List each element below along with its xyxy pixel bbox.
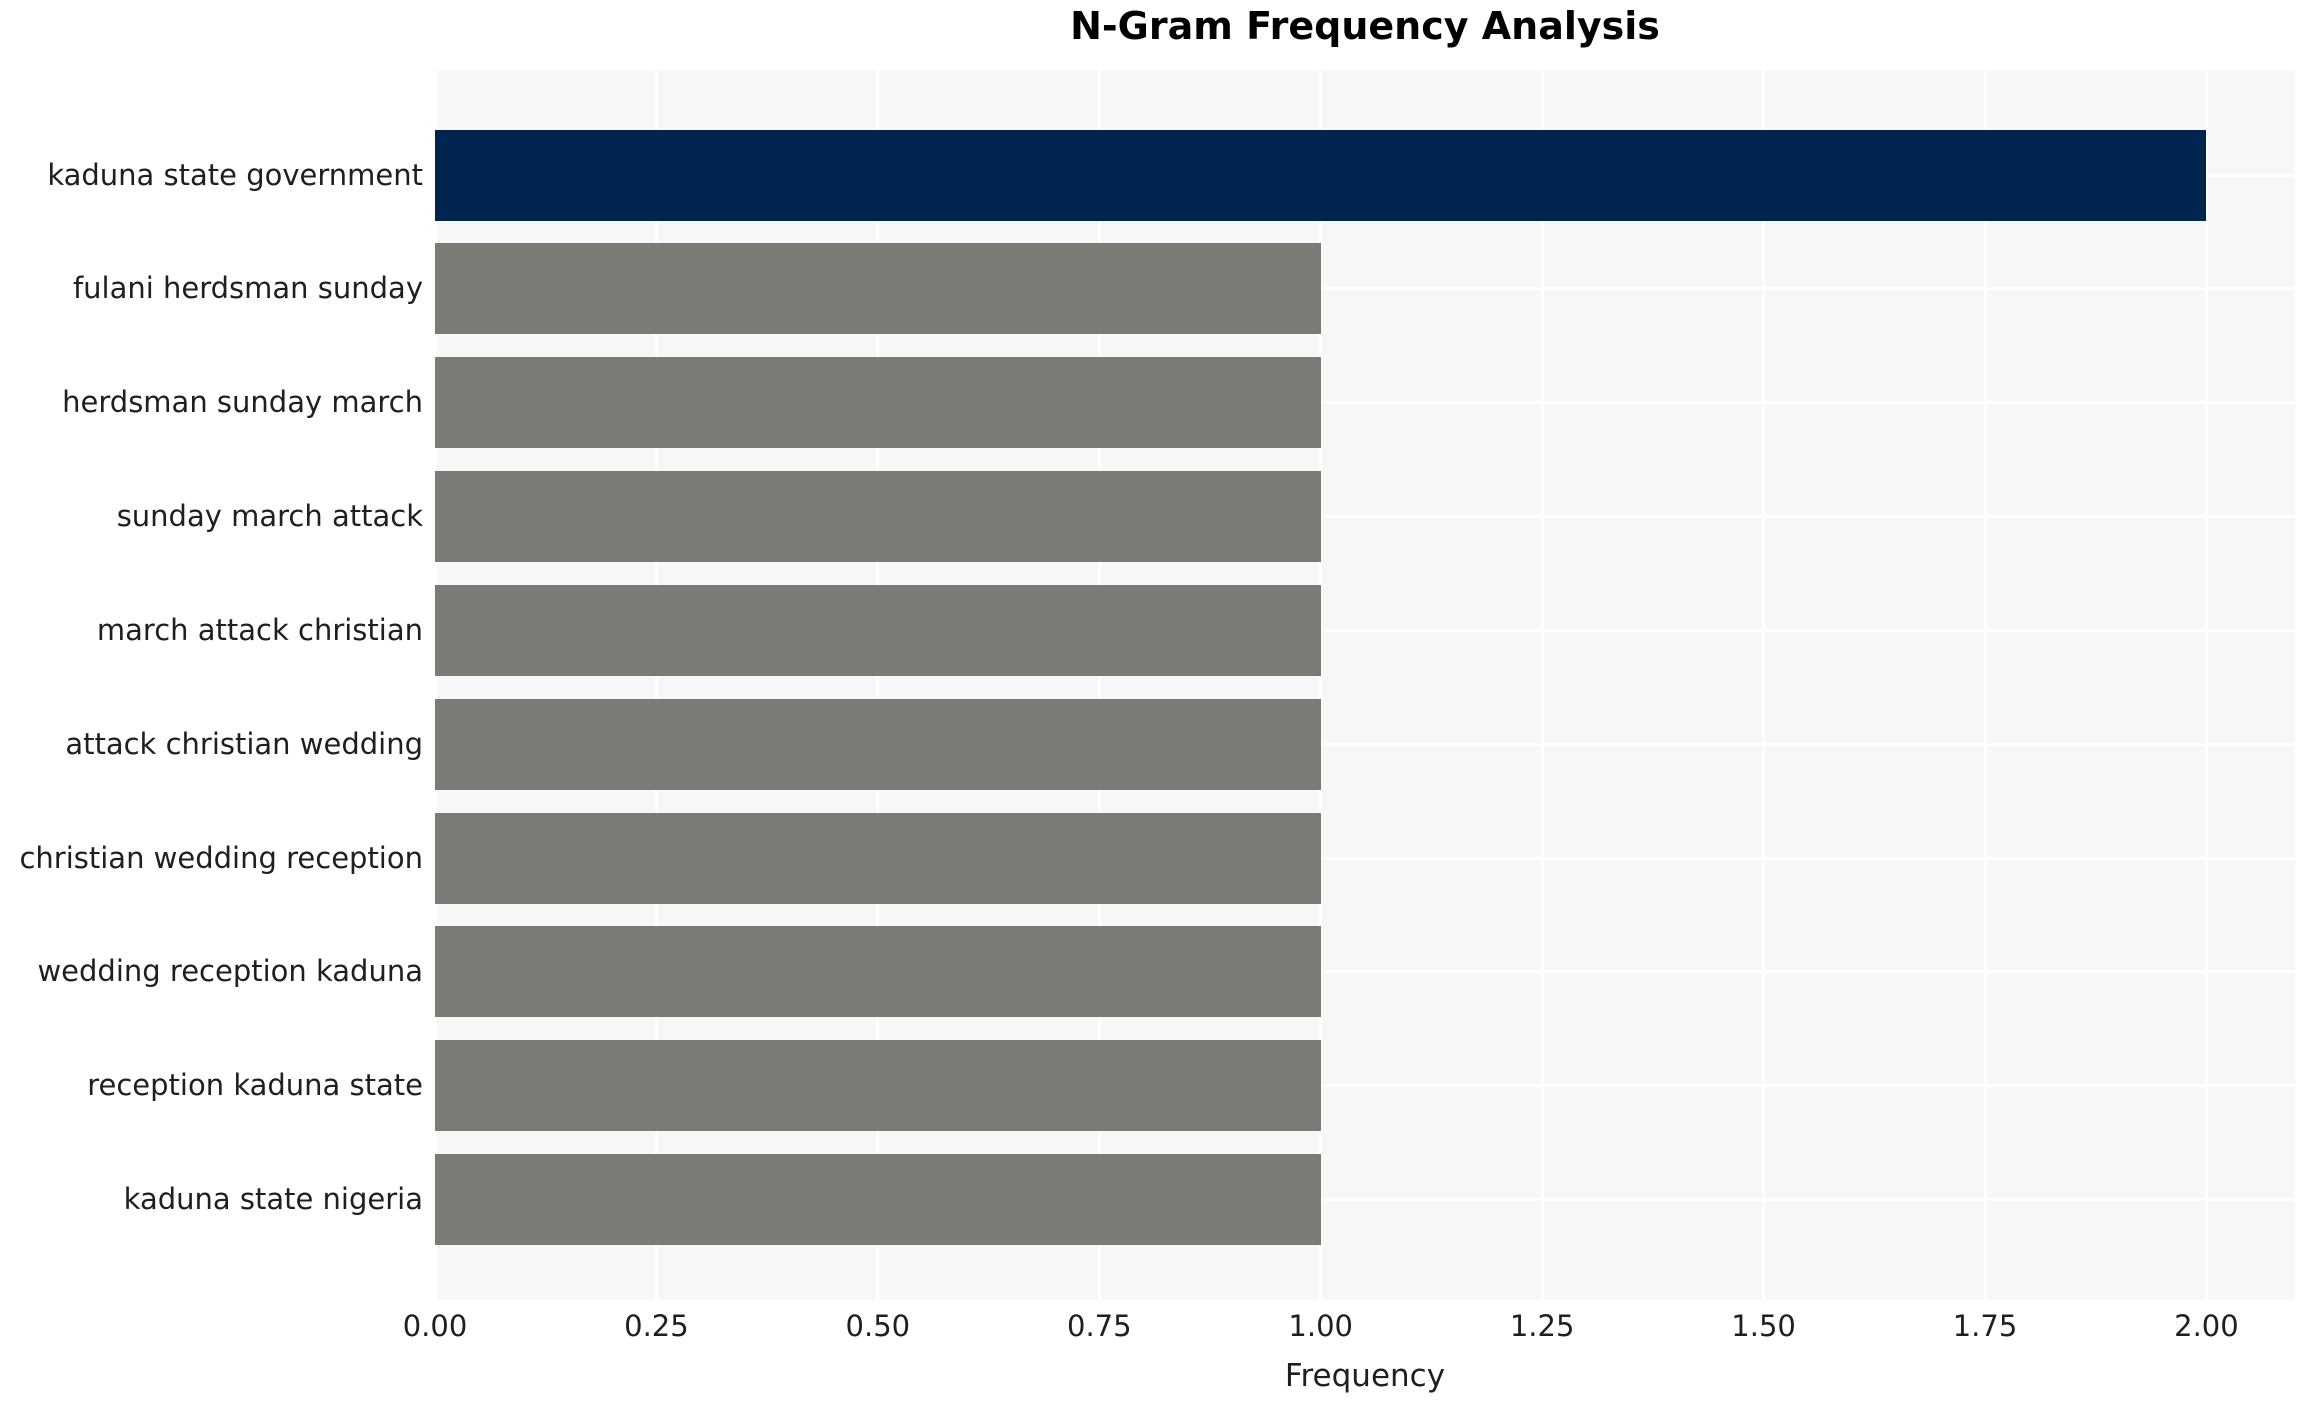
x-tick-label: 2.00: [2174, 1309, 2239, 1343]
horizontal-gridline: [435, 1198, 2295, 1201]
vertical-gridline: [1540, 70, 1544, 1300]
x-tick-label: 0.75: [1066, 1309, 1132, 1343]
bar-sunday-march-attack: [435, 471, 1321, 562]
vertical-gridline: [1762, 70, 1766, 1300]
chart-title: N-Gram Frequency Analysis: [1070, 4, 1660, 48]
x-tick-label: 1.75: [1952, 1309, 2018, 1343]
y-tick-label: christian wedding reception: [19, 840, 423, 875]
y-tick-label: fulani herdsman sunday: [72, 271, 423, 306]
x-tick-label: 0.00: [402, 1309, 468, 1343]
horizontal-gridline: [435, 856, 2295, 860]
bar-march-attack-christian: [435, 584, 1321, 676]
x-tick-label: 1.25: [1509, 1309, 1575, 1343]
y-tick-label: herdsman sunday march: [62, 385, 423, 420]
y-tick-label: kaduna state government: [47, 157, 423, 192]
bar-kaduna-state-nigeria: [435, 1154, 1321, 1245]
bar-reception-kaduna-state: [435, 1040, 1321, 1132]
horizontal-gridline: [435, 1084, 2295, 1088]
vertical-gridline: [2204, 70, 2208, 1300]
y-tick-label: reception kaduna state: [87, 1068, 423, 1103]
vertical-gridline: [654, 70, 658, 1300]
bar-attack-christian-wedding: [435, 698, 1321, 790]
horizontal-gridline: [435, 401, 2295, 405]
bar-fulani-herdsman-sunday: [435, 243, 1321, 335]
x-axis-title: Frequency: [1284, 1358, 1446, 1394]
bar-herdsman-sunday-march: [435, 357, 1321, 449]
vertical-gridline: [1097, 70, 1101, 1300]
plot-area: [433, 70, 2295, 1300]
vertical-gridline: [1319, 70, 1323, 1300]
y-tick-label: sunday march attack: [116, 499, 423, 533]
horizontal-gridline: [435, 515, 2295, 518]
horizontal-gridline: [435, 742, 2295, 746]
y-tick-label: march attack christian: [96, 612, 423, 647]
y-tick-label: attack christian wedding: [65, 726, 423, 761]
vertical-gridline: [433, 70, 437, 1300]
x-tick-label: 1.50: [1731, 1309, 1796, 1343]
bar-christian-wedding-reception: [435, 812, 1321, 904]
bar-wedding-reception-kaduna: [435, 926, 1321, 1018]
horizontal-gridline: [435, 628, 2295, 632]
horizontal-gridline: [435, 970, 2295, 974]
y-tick-label: wedding reception kaduna: [37, 954, 423, 989]
x-tick-label: 0.50: [845, 1309, 911, 1343]
horizontal-gridline: [435, 287, 2295, 291]
vertical-gridline: [876, 70, 880, 1300]
vertical-gridline: [1983, 70, 1987, 1300]
x-tick-label: 0.25: [624, 1309, 689, 1343]
y-tick-label: kaduna state nigeria: [123, 1182, 423, 1216]
x-tick-label: 1.00: [1288, 1309, 1353, 1343]
bar-kaduna-state-government: [435, 129, 2207, 221]
